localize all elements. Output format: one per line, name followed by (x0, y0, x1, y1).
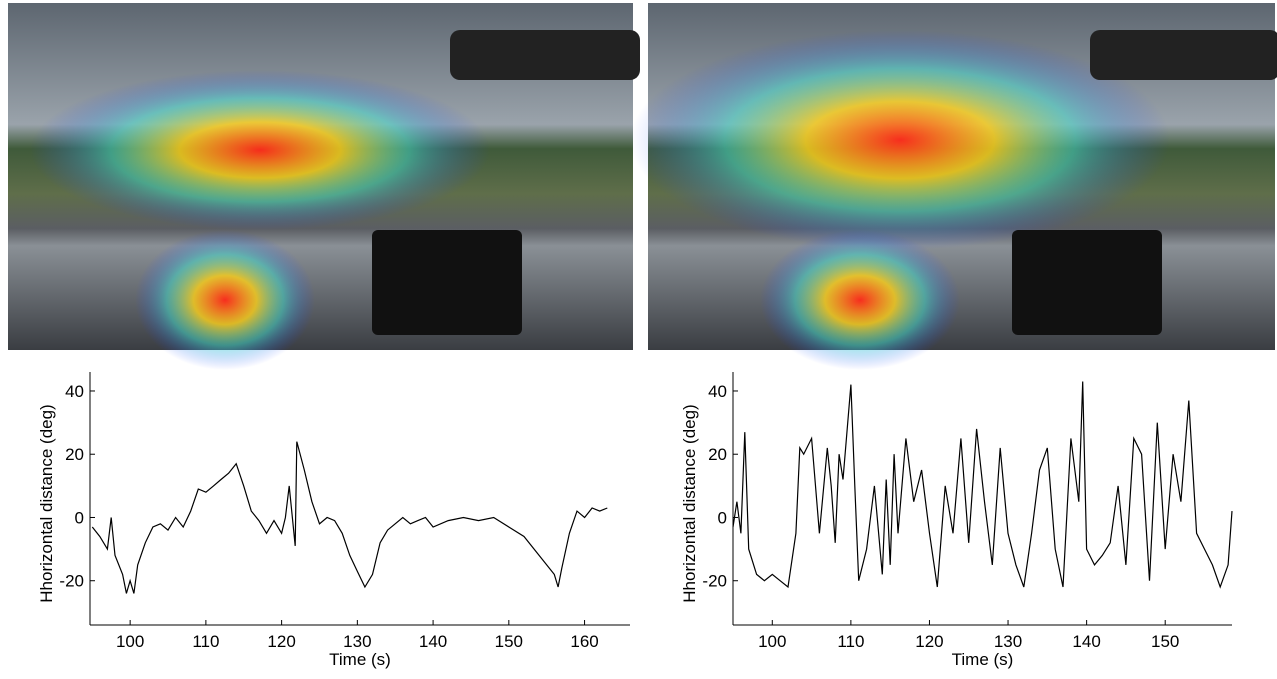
x-tick-label: 140 (1072, 632, 1100, 651)
x-tick-label: 130 (343, 632, 371, 651)
x-tick-label: 120 (915, 632, 943, 651)
y-tick-label: 0 (718, 508, 727, 527)
heatmap-image-right (630, 3, 1277, 370)
x-axis-label: Time (s) (952, 650, 1014, 669)
data-line (91, 441, 608, 594)
x-tick-label: 140 (419, 632, 447, 651)
x-axis-label: Time (s) (329, 650, 391, 669)
x-tick-label: 120 (267, 632, 295, 651)
y-tick-label: -20 (702, 572, 727, 591)
x-tick-label: 110 (837, 632, 864, 651)
y-tick-label: 0 (75, 508, 84, 527)
y-tick-label: 40 (65, 382, 84, 401)
y-axis-label: Hhorizontal distance (deg) (680, 404, 699, 602)
x-tick-label: 160 (570, 632, 598, 651)
data-line (732, 381, 1233, 589)
y-tick-label: 40 (708, 382, 727, 401)
heatmap-image-left (8, 3, 640, 370)
x-tick-label: 100 (116, 632, 144, 651)
x-tick-label: 130 (994, 632, 1022, 651)
y-tick-label: 20 (708, 445, 727, 464)
y-axis-label: Hhorizontal distance (deg) (37, 404, 56, 602)
x-tick-label: 150 (495, 632, 523, 651)
x-tick-label: 100 (758, 632, 786, 651)
x-tick-label: 110 (192, 632, 219, 651)
y-tick-label: 20 (65, 445, 84, 464)
x-tick-label: 150 (1151, 632, 1179, 651)
y-tick-label: -20 (59, 572, 84, 591)
